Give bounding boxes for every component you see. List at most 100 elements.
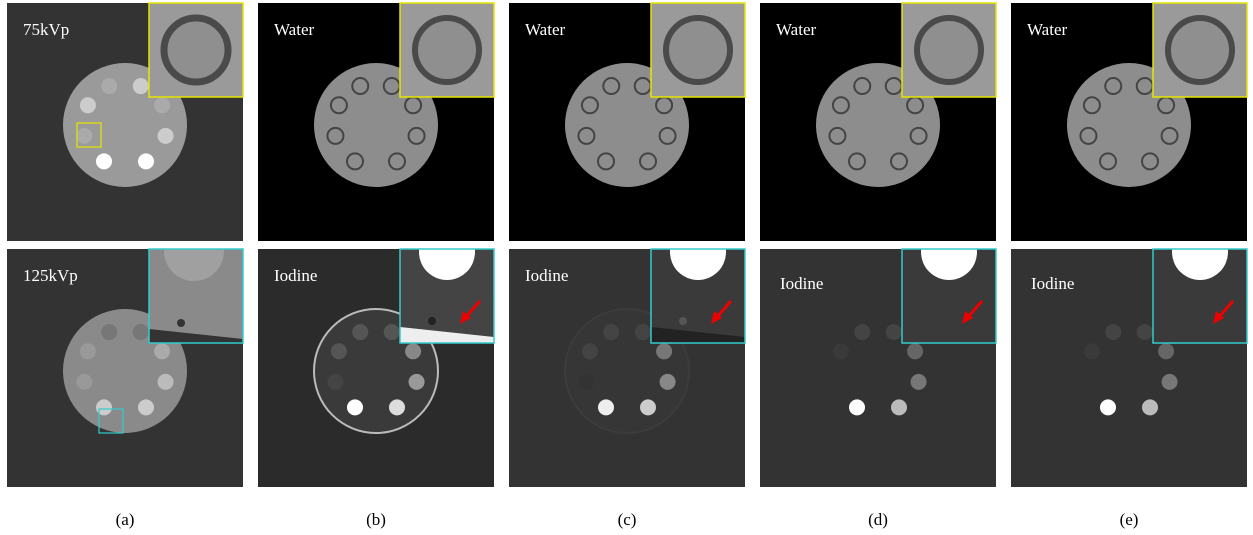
insert	[327, 128, 343, 144]
insert	[76, 374, 92, 390]
insert	[384, 324, 400, 340]
insert	[133, 78, 149, 94]
insert	[80, 97, 96, 113]
insert	[891, 153, 907, 169]
inset	[902, 224, 996, 343]
inset	[651, 3, 745, 97]
insert	[833, 97, 849, 113]
insert	[138, 399, 154, 415]
inset	[149, 3, 243, 97]
insert	[352, 324, 368, 340]
inset	[1153, 224, 1247, 343]
panel-label: Water	[525, 20, 565, 39]
insert	[96, 153, 112, 169]
insert	[849, 153, 865, 169]
caption: (a)	[116, 510, 135, 529]
inset	[651, 224, 745, 343]
insert	[327, 374, 343, 390]
insert	[347, 399, 363, 415]
insert	[154, 343, 170, 359]
insert	[154, 97, 170, 113]
insert	[854, 324, 870, 340]
panel: Water	[1011, 3, 1247, 241]
insert	[886, 78, 902, 94]
insert	[1084, 97, 1100, 113]
insert	[1162, 374, 1178, 390]
insert	[1142, 153, 1158, 169]
insert	[409, 374, 425, 390]
panel: 125kVp	[7, 221, 243, 487]
insert	[891, 399, 907, 415]
insert	[578, 128, 594, 144]
insert	[833, 343, 849, 359]
insert	[854, 78, 870, 94]
insert	[384, 78, 400, 94]
insert	[907, 343, 923, 359]
panel: 75kVp	[7, 3, 243, 241]
insert	[1137, 78, 1153, 94]
panel: Iodine	[258, 224, 494, 487]
inset	[400, 224, 494, 343]
insert	[1105, 78, 1121, 94]
inset-notch	[177, 319, 185, 327]
insert	[1100, 153, 1116, 169]
insert	[635, 78, 651, 94]
insert	[1080, 374, 1096, 390]
insert	[1105, 324, 1121, 340]
insert	[640, 399, 656, 415]
panel: Iodine	[1011, 224, 1247, 487]
caption: (b)	[366, 510, 386, 529]
insert	[911, 374, 927, 390]
inset-ring	[666, 18, 730, 82]
insert	[1158, 97, 1174, 113]
insert	[635, 324, 651, 340]
insert	[101, 324, 117, 340]
panel: Water	[509, 3, 745, 241]
insert	[582, 97, 598, 113]
insert	[405, 97, 421, 113]
insert	[598, 399, 614, 415]
insert	[1137, 324, 1153, 340]
insert	[907, 97, 923, 113]
panel-label: 75kVp	[23, 20, 69, 39]
insert	[331, 97, 347, 113]
insert	[158, 128, 174, 144]
insert	[603, 78, 619, 94]
insert	[886, 324, 902, 340]
panel-label: Water	[776, 20, 816, 39]
insert	[133, 324, 149, 340]
caption: (c)	[618, 510, 637, 529]
inset-ring	[1168, 18, 1232, 82]
insert	[1084, 343, 1100, 359]
insert	[101, 78, 117, 94]
insert	[1162, 128, 1178, 144]
insert	[138, 153, 154, 169]
insert	[80, 343, 96, 359]
insert	[1158, 343, 1174, 359]
insert	[578, 374, 594, 390]
inset-notch	[679, 317, 687, 325]
insert	[829, 374, 845, 390]
insert	[656, 343, 672, 359]
insert	[582, 343, 598, 359]
inset-notch	[428, 317, 436, 325]
insert	[660, 374, 676, 390]
inset	[902, 3, 996, 97]
inset-ring	[164, 18, 228, 82]
inset-ring	[415, 18, 479, 82]
inset	[1153, 3, 1247, 97]
panel-label: Iodine	[1031, 274, 1074, 293]
panel-label: 125kVp	[23, 266, 78, 285]
panel-label: Water	[274, 20, 314, 39]
insert	[1080, 128, 1096, 144]
insert	[389, 153, 405, 169]
insert	[389, 399, 405, 415]
caption: (d)	[868, 510, 888, 529]
insert	[598, 153, 614, 169]
panel-label: Water	[1027, 20, 1067, 39]
insert	[158, 374, 174, 390]
insert	[1100, 399, 1116, 415]
insert	[331, 343, 347, 359]
panel-label: Iodine	[525, 266, 568, 285]
panel: Iodine	[509, 224, 745, 487]
